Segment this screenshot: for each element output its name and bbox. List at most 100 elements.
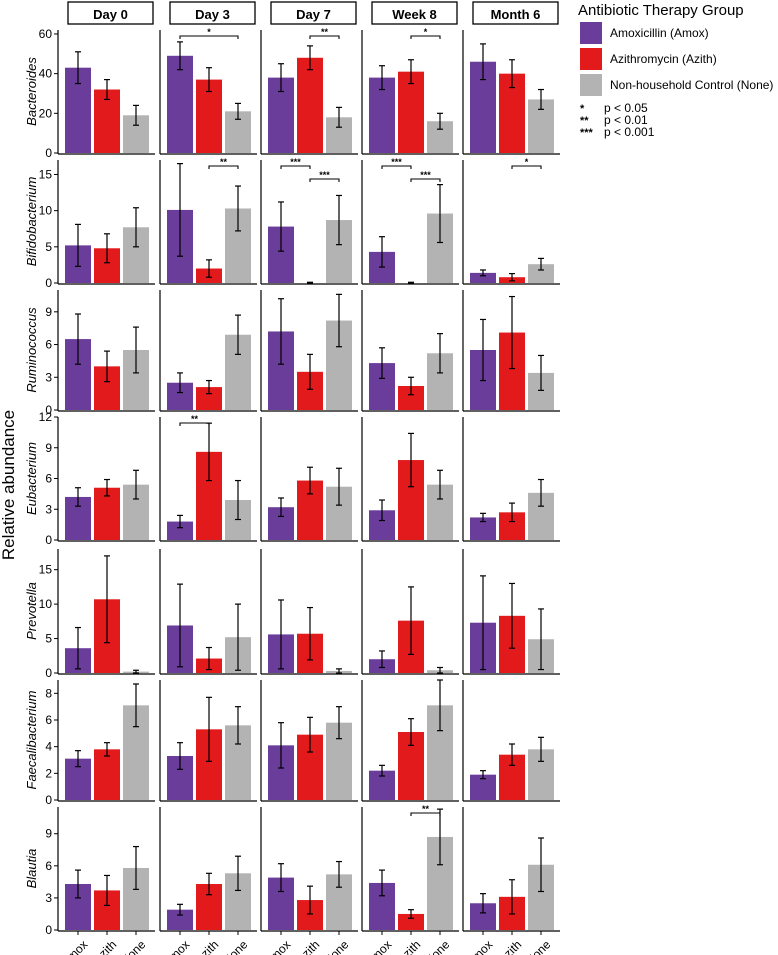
y-tick-label: 5 — [45, 632, 52, 646]
x-tick-label: Amox — [262, 937, 294, 955]
significance-bracket — [381, 165, 412, 169]
y-tick-label: 6 — [45, 338, 52, 352]
y-tick-label: 0 — [45, 923, 52, 937]
significance-label: * — [525, 157, 529, 167]
facet-header-box — [67, 1, 154, 25]
y-tick-label: 0 — [45, 146, 52, 160]
legend-swatch — [580, 22, 602, 44]
significance-bracket — [410, 812, 441, 816]
y-tick-label: 6 — [45, 472, 52, 486]
significance-label: * — [424, 27, 428, 37]
facet-header-label: Day 7 — [296, 7, 331, 22]
taxon-label: Faecalibacterium — [24, 690, 39, 789]
y-tick-label: 3 — [45, 502, 52, 516]
bar — [167, 55, 193, 153]
legend-label: Non-household Control (None) — [610, 78, 773, 92]
significance-bracket — [410, 178, 441, 182]
y-tick-label: 12 — [39, 410, 53, 424]
significance-bracket — [179, 35, 239, 39]
significance-symbol: * — [580, 103, 585, 115]
y-tick-label: 0 — [45, 276, 52, 290]
taxon-label: Prevotella — [24, 582, 39, 640]
y-tick-label: 0 — [45, 793, 52, 807]
significance-bracket — [309, 35, 340, 39]
significance-bracket — [208, 165, 239, 169]
x-tick-label: Azith — [91, 937, 120, 955]
taxon-label: Bifidobacterium — [24, 177, 39, 267]
y-tick-label: 9 — [45, 305, 52, 319]
significance-bracket — [309, 178, 340, 182]
bar — [398, 71, 424, 153]
x-tick-label: Azith — [294, 937, 323, 955]
x-tick-label: None — [118, 937, 148, 955]
significance-bracket — [280, 165, 311, 169]
facet-header-box — [371, 1, 458, 25]
y-tick-label: 9 — [45, 441, 52, 455]
significance-label: *** — [319, 170, 330, 180]
significance-label: ** — [422, 804, 430, 814]
significance-bracket — [410, 35, 441, 39]
y-tick-label: 40 — [39, 67, 53, 81]
facet-header-box — [270, 1, 357, 25]
facet-header-label: Month 6 — [491, 7, 541, 22]
significance-label: * — [207, 27, 211, 37]
x-tick-label: None — [321, 937, 351, 955]
significance-symbol: *** — [580, 127, 594, 139]
bar — [94, 89, 120, 153]
bar — [470, 272, 496, 283]
x-tick-label: Amox — [161, 937, 193, 955]
legend-label: Azithromycin (Azith) — [610, 52, 717, 66]
taxon-label: Eubacterium — [24, 442, 39, 515]
x-tick-label: Amox — [59, 937, 91, 955]
legend-swatch — [580, 48, 602, 70]
y-tick-label: 15 — [39, 167, 53, 181]
significance-bracket — [511, 165, 542, 169]
bar — [167, 909, 193, 930]
x-tick-label: Azith — [193, 937, 222, 955]
y-tick-label: 20 — [39, 106, 53, 120]
y-tick-label: 0 — [45, 533, 52, 547]
y-tick-label: 60 — [39, 27, 53, 41]
y-tick-label: 4 — [45, 740, 52, 754]
significance-label: *** — [391, 157, 402, 167]
bar — [167, 521, 193, 540]
taxon-label: Bacteroides — [24, 57, 39, 126]
y-tick-label: 6 — [45, 859, 52, 873]
legend-title: Antibiotic Therapy Group — [578, 2, 744, 19]
taxon-label: Ruminococcus — [24, 307, 39, 393]
facet-header-label: Day 0 — [93, 7, 128, 22]
x-tick-label: Amox — [464, 937, 496, 955]
facet-header-label: Week 8 — [392, 7, 437, 22]
legend-swatch — [580, 74, 602, 96]
legend-label: Amoxicillin (Amox) — [610, 26, 709, 40]
y-tick-label: 3 — [45, 891, 52, 905]
y-tick-label: 6 — [45, 713, 52, 727]
x-tick-label: None — [523, 937, 553, 955]
facet-header-box — [472, 1, 559, 25]
significance-label: *** — [290, 157, 301, 167]
y-tick-label: 10 — [39, 597, 53, 611]
significance-label: ** — [321, 27, 329, 37]
x-tick-label: None — [422, 937, 452, 955]
bar — [196, 387, 222, 410]
bar — [470, 517, 496, 540]
significance-bracket — [179, 422, 210, 426]
bar — [369, 77, 395, 153]
x-tick-label: None — [220, 937, 250, 955]
significance-label: *** — [420, 170, 431, 180]
y-tick-label: 10 — [39, 204, 53, 218]
bar — [297, 57, 323, 153]
x-tick-label: Azith — [395, 937, 424, 955]
y-tick-label: 0 — [45, 403, 52, 417]
x-tick-label: Amox — [363, 937, 395, 955]
y-tick-label: 5 — [45, 240, 52, 254]
significance-symbol: ** — [580, 115, 589, 127]
y-tick-label: 8 — [45, 686, 52, 700]
significance-threshold: p < 0.001 — [604, 125, 655, 139]
y-tick-label: 15 — [39, 563, 53, 577]
legend: Antibiotic Therapy Group Amoxicillin (Amo… — [578, 2, 773, 139]
significance-threshold: p < 0.01 — [604, 113, 648, 127]
